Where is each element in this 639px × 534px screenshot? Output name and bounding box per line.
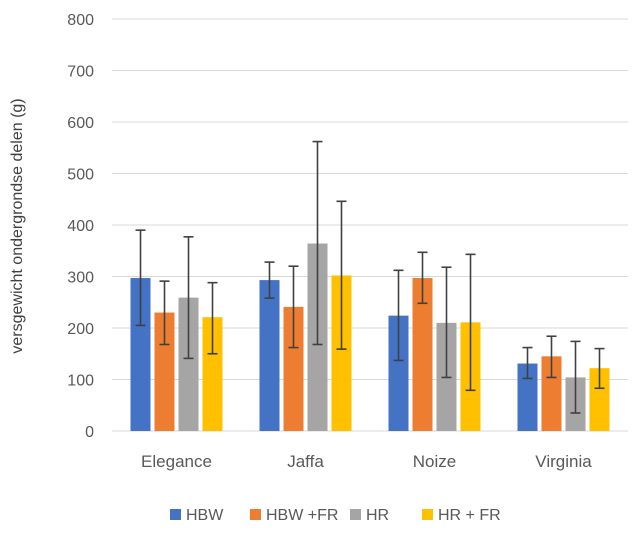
x-category-label: Virginia [535,452,592,471]
bar [331,275,352,431]
legend-entry: HBW [170,507,224,524]
bar [154,312,175,431]
bar [388,315,409,431]
y-axis-title: versgewicht ondergrondse delen (g) [9,98,26,353]
bar [178,297,199,431]
legend-entry: HR + FR [422,507,501,524]
error-bar [546,335,557,379]
y-tick-label: 400 [67,218,94,235]
x-category-label: Jaffa [287,452,324,471]
bar [283,306,304,431]
error-bar [393,269,404,362]
error-bar [417,251,428,305]
legend-entry: HBW +FR [250,507,338,524]
y-tick-label: 300 [67,270,94,287]
error-bar [288,265,299,349]
bars [130,243,610,431]
legend-label: HBW +FR [266,507,338,524]
bar [202,317,223,431]
bar [517,363,538,431]
bar [541,356,562,431]
legend-label: HR [366,507,389,524]
x-axis-categories: Elegance Jaffa Noize Virginia [141,452,592,471]
error-bar [570,340,581,414]
y-tick-label: 200 [67,321,94,338]
bar [589,368,610,431]
error-bar [135,229,146,327]
legend-entry: HR [350,507,389,524]
legend-label: HBW [186,507,224,524]
legend: HBW HBW +FR HR HR + FR [170,507,501,524]
x-category-label: Elegance [141,452,212,471]
bar [130,278,151,431]
bar [259,280,280,431]
error-bar [336,200,347,350]
legend-label: HR + FR [438,507,501,524]
y-tick-label: 100 [67,373,94,390]
error-bar [522,346,533,380]
x-category-label: Noize [413,452,456,471]
error-bar [159,280,170,346]
y-tick-label: 600 [67,115,94,132]
legend-swatch [422,509,433,520]
legend-swatch [170,509,181,520]
error-bars [135,140,605,414]
error-bar [183,236,194,360]
y-tick-label: 700 [67,64,94,81]
error-bar [207,281,218,355]
legend-swatch [350,509,361,520]
y-tick-label: 0 [85,424,94,441]
y-tick-label: 800 [67,12,94,29]
bar [412,278,433,431]
y-tick-label: 500 [67,167,94,184]
error-bar [264,261,275,299]
y-axis-ticks: 0 100 200 300 400 500 600 700 800 [67,12,94,441]
legend-swatch [250,509,261,520]
error-bar [465,253,476,392]
error-bar [594,347,605,390]
error-bar [441,266,452,379]
error-bar [312,140,323,346]
